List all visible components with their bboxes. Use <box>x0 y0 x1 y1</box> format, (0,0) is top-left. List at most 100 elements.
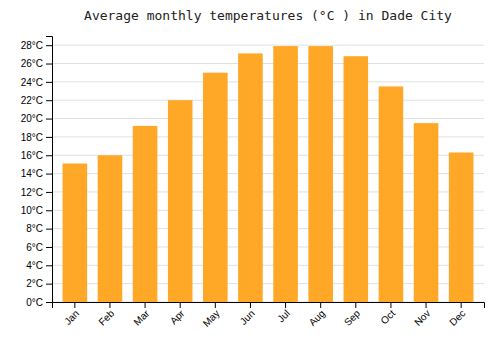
y-tick-mark <box>46 247 52 248</box>
x-tick: Dec <box>447 302 467 328</box>
x-tick: Aug <box>307 302 327 328</box>
x-tick-label: Aug <box>307 308 327 328</box>
x-tick-mark <box>426 302 427 308</box>
y-tick: 12°C <box>21 187 52 198</box>
x-tick: Nov <box>412 302 432 328</box>
chart-svg: 0°C 2°C 4°C 6°C 8°C 10°C 12°C 14°C 16°C 18°C 20°C 2… <box>0 0 500 350</box>
bar <box>273 46 298 302</box>
x-tick-mark <box>215 302 216 308</box>
x-tick-mark <box>109 302 110 308</box>
chart-container: 0°C 2°C 4°C 6°C 8°C 10°C 12°C 14°C 16°C 18°C 20°C 2… <box>0 0 500 350</box>
bar <box>203 73 228 302</box>
y-tick-mark <box>46 64 52 65</box>
y-tick: 8°C <box>26 223 52 234</box>
y-tick-mark <box>46 210 52 211</box>
x-axis-line <box>53 303 485 309</box>
bar <box>308 46 333 302</box>
y-tick: 4°C <box>26 260 52 271</box>
y-tick: 14°C <box>21 168 52 179</box>
x-tick-mark <box>250 302 251 308</box>
title: Average monthly temperatures (°C ) in Da… <box>84 8 452 23</box>
x-tick-mark <box>180 302 181 308</box>
y-tick-mark <box>46 155 52 156</box>
x-tick: Feb <box>96 302 116 328</box>
plot: 0°C 2°C 4°C 6°C 8°C 10°C 12°C 14°C 16°C 18°C 20°C 2… <box>21 37 485 329</box>
y-tick-label: 16°C <box>21 150 43 161</box>
y-tick-mark <box>46 82 52 83</box>
y-tick-label: 26°C <box>21 58 43 69</box>
bar <box>168 100 193 302</box>
y-tick-label: 10°C <box>21 205 43 216</box>
y-tick: 0°C <box>26 297 52 308</box>
x-tick-label: Mar <box>131 307 151 327</box>
x-tick-label: Feb <box>96 307 116 327</box>
x-tick-label: May <box>201 308 222 329</box>
y-axis: 0°C 2°C 4°C 6°C 8°C 10°C 12°C 14°C 16°C 18°C 20°C 2… <box>21 37 53 308</box>
grid-line <box>52 118 484 119</box>
y-tick: 2°C <box>26 278 52 289</box>
x-tick-label: Jul <box>275 308 292 325</box>
y-tick-mark <box>46 192 52 193</box>
grid-line <box>52 100 484 101</box>
y-axis-line <box>46 37 53 303</box>
x-tick: Jun <box>238 302 257 327</box>
bar <box>238 53 263 302</box>
bar <box>63 163 88 302</box>
bar <box>344 56 369 302</box>
y-tick-label: 14°C <box>21 168 43 179</box>
y-tick-mark <box>46 100 52 101</box>
y-tick: 20°C <box>21 113 52 124</box>
x-tick: Sep <box>342 302 363 328</box>
y-tick-label: 18°C <box>21 132 43 143</box>
x-tick: Jul <box>275 302 292 324</box>
y-tick-mark <box>46 265 52 266</box>
x-tick-label: Oct <box>379 308 398 327</box>
bar <box>379 86 404 302</box>
x-tick: May <box>201 302 222 329</box>
bar <box>133 126 158 302</box>
y-tick-label: 12°C <box>21 187 43 198</box>
x-tick-mark <box>355 302 356 308</box>
y-tick-mark <box>46 229 52 230</box>
x-axis: Jan Feb Mar Apr May Jun Jul Aug Sep Oct Nov Dec <box>53 302 485 329</box>
y-tick-label: 4°C <box>26 260 43 271</box>
y-tick: 18°C <box>21 132 52 143</box>
x-tick: Jan <box>62 302 81 327</box>
x-tick-mark <box>74 302 75 308</box>
y-tick-mark <box>46 174 52 175</box>
x-tick-mark <box>461 302 462 308</box>
grid-line <box>52 63 484 64</box>
y-tick-mark <box>46 45 52 46</box>
grid-line <box>52 81 484 82</box>
bar <box>98 155 123 302</box>
x-tick: Apr <box>168 302 187 326</box>
x-tick-mark <box>320 302 321 308</box>
y-tick: 16°C <box>21 150 52 161</box>
grid-line <box>52 45 484 46</box>
y-tick-label: 24°C <box>21 77 43 88</box>
y-tick: 6°C <box>26 242 52 253</box>
x-tick-mark <box>390 302 391 308</box>
y-tick-label: 22°C <box>21 95 43 106</box>
x-tick: Oct <box>379 302 398 326</box>
y-tick: 28°C <box>21 40 52 51</box>
y-tick: 10°C <box>21 205 52 216</box>
x-tick: Mar <box>131 302 151 328</box>
x-tick-label: Jun <box>238 308 257 327</box>
y-tick-label: 2°C <box>26 278 43 289</box>
y-tick-label: 8°C <box>26 223 43 234</box>
y-tick-label: 20°C <box>21 113 43 124</box>
grid <box>52 45 484 302</box>
y-tick-mark <box>46 119 52 120</box>
x-tick-label: Sep <box>342 307 363 328</box>
y-tick-label: 6°C <box>26 242 43 253</box>
y-tick-mark <box>46 137 52 138</box>
y-tick-label: 0°C <box>26 297 43 308</box>
y-tick-label: 28°C <box>21 40 43 51</box>
y-tick: 22°C <box>21 95 52 106</box>
y-tick: 26°C <box>21 58 52 69</box>
x-tick-label: Jan <box>62 308 81 327</box>
x-tick-mark <box>285 302 286 308</box>
x-tick-mark <box>145 302 146 308</box>
bar <box>414 123 439 302</box>
